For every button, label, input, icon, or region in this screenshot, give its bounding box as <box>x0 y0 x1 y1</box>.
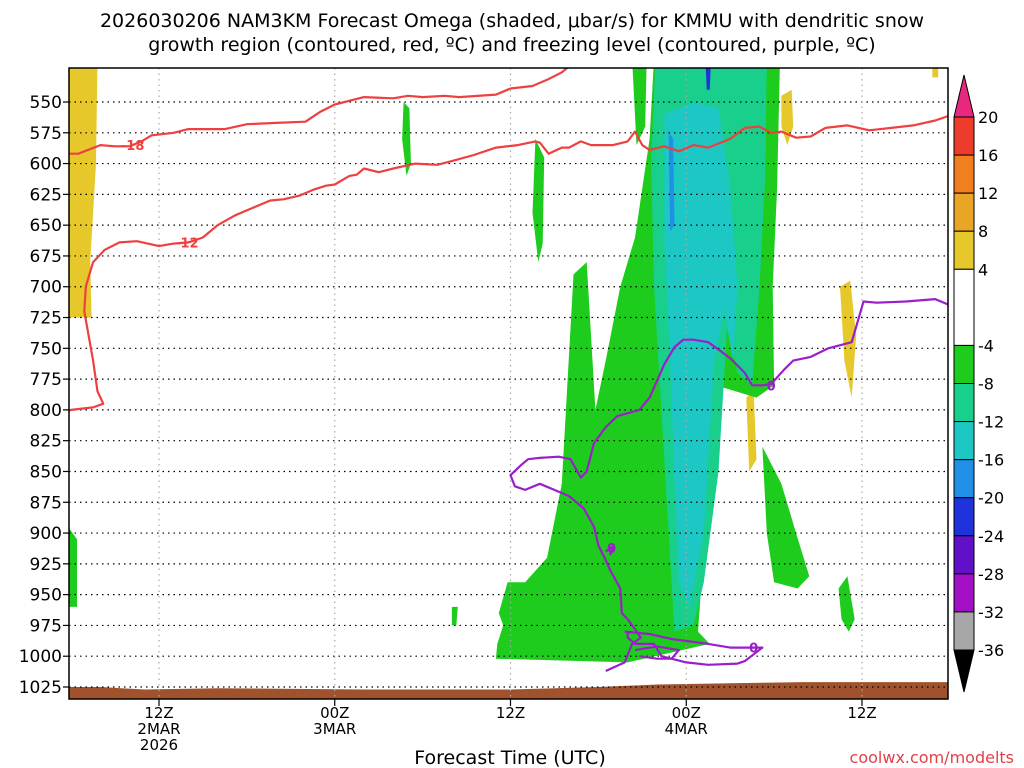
dgz-contour-label-0: -18 <box>121 139 145 154</box>
y-tick-label-16: 950 <box>30 586 62 606</box>
chart-title-line2: growth region (contoured, red, ºC) and f… <box>148 34 875 56</box>
y-tick-label-6: 700 <box>30 278 62 298</box>
omega-region-14 <box>503 606 555 659</box>
x-tick-label-0-1: 2MAR <box>137 720 180 738</box>
colorbar-label-0: 20 <box>978 108 998 127</box>
colorbar-label-6: -8 <box>978 375 994 394</box>
x-tick-label-0-0: 12Z <box>144 704 173 722</box>
omega-region-4 <box>932 68 939 78</box>
y-tick-label-12: 850 <box>30 462 62 482</box>
colorbar-bin-6 <box>953 344 975 384</box>
fzl-contour-label-0: 0 <box>767 379 776 394</box>
x-axis-label: Forecast Time (UTC) <box>414 747 605 768</box>
y-tick-label-14: 900 <box>30 524 62 544</box>
fzl-contour-label-2: 0 <box>749 642 758 657</box>
omega-region-2 <box>840 280 857 398</box>
chart-title-line1: 2026030206 NAM3KM Forecast Omega (shaded… <box>100 10 924 32</box>
omega-region-12 <box>451 606 458 626</box>
omega-region-16 <box>664 102 738 607</box>
y-tick-label-2: 600 <box>30 155 62 175</box>
dgz-contour-1 <box>69 114 948 412</box>
colorbar-label-13: -36 <box>978 641 1004 660</box>
fzl-contour-2 <box>624 630 764 666</box>
omega-region-13 <box>838 576 855 632</box>
omega-region-7 <box>402 102 411 176</box>
colorbar-label-12: -32 <box>978 603 1004 622</box>
omega-region-11 <box>762 446 810 589</box>
y-tick-label-11: 825 <box>30 432 62 452</box>
colorbar-bin-5 <box>953 268 975 346</box>
omega-region-0 <box>69 68 98 318</box>
colorbar-bin-9 <box>953 459 975 499</box>
y-tick-label-3: 625 <box>30 185 62 205</box>
grid <box>69 68 948 699</box>
terrain-surface <box>69 682 948 699</box>
y-tick-label-4: 650 <box>30 216 62 236</box>
colorbar-bin-11 <box>953 535 975 575</box>
colorbar-label-8: -16 <box>978 451 1004 470</box>
colorbar-label-7: -12 <box>978 413 1004 432</box>
y-tick-label-1: 575 <box>30 124 62 144</box>
omega-region-17 <box>668 132 675 232</box>
dgz-contour-0 <box>69 68 569 155</box>
colorbar-label-11: -28 <box>978 565 1004 584</box>
colorbar: 20 16 12 8 4 -4 -8 -12 -16 -20 -24 -28 -32 -36 <box>953 74 1004 693</box>
x-tick-label-3-0: 00Z <box>672 704 701 722</box>
y-tick-label-13: 875 <box>30 493 62 513</box>
colorbar-bin-3 <box>953 192 975 232</box>
y-tick-label-8: 750 <box>30 339 62 359</box>
colorbar-label-5: -4 <box>978 336 994 355</box>
colorbar-bin-2 <box>953 154 975 194</box>
colorbar-label-10: -24 <box>978 527 1004 546</box>
colorbar-label-1: 16 <box>978 146 998 165</box>
x-tick-label-0-2: 2026 <box>140 736 178 754</box>
plot-frame <box>68 67 949 700</box>
dgz-contour-label-1: -12 <box>175 236 199 251</box>
y-tick-label-5: 675 <box>30 247 62 267</box>
x-tick-label-1-0: 00Z <box>320 704 349 722</box>
x-tick-label-3-1: 4MAR <box>665 720 708 738</box>
colorbar-bin-8 <box>953 421 975 461</box>
colorbar-label-4: 4 <box>978 260 988 279</box>
y-axis: 550 575 600 625 650 675 700 725 750 775 800 825 850 8… <box>19 93 69 698</box>
x-tick-label-4-0: 12Z <box>847 704 876 722</box>
fzl-contour-label-1: 0 <box>607 542 616 557</box>
colorbar-bin-4 <box>953 230 975 270</box>
omega-region-8 <box>532 138 545 263</box>
y-tick-label-17: 975 <box>30 616 62 636</box>
omega-region-3 <box>746 391 757 472</box>
colorbar-arrow-up <box>953 74 975 118</box>
colorbar-label-3: 8 <box>978 222 988 241</box>
credit-text: coolwx.com/modelts <box>850 748 1014 767</box>
x-tick-label-1-1: 3MAR <box>313 720 356 738</box>
y-tick-label-19: 1025 <box>19 678 62 698</box>
omega-region-9 <box>632 68 647 146</box>
colorbar-arrow-down <box>953 649 975 693</box>
fzl-contour-1 <box>605 545 615 556</box>
y-tick-label-0: 550 <box>30 93 62 113</box>
colorbar-bin-7 <box>953 383 975 423</box>
omega-shading <box>69 68 939 663</box>
y-tick-label-9: 775 <box>30 370 62 390</box>
x-tick-label-2-0: 12Z <box>496 704 525 722</box>
fzl-contour-0 <box>509 298 948 673</box>
y-tick-label-7: 725 <box>30 309 62 329</box>
y-tick-label-18: 1000 <box>19 647 62 667</box>
y-tick-label-10: 800 <box>30 401 62 421</box>
y-tick-label-15: 925 <box>30 555 62 575</box>
fzl-contour-3 <box>634 645 681 660</box>
colorbar-bin-1 <box>953 116 975 156</box>
colorbar-bin-12 <box>953 573 975 613</box>
colorbar-bin-13 <box>953 611 975 651</box>
omega-region-1 <box>781 89 794 146</box>
omega-region-18 <box>705 68 711 90</box>
colorbar-label-9: -20 <box>978 489 1004 508</box>
omega-region-6 <box>69 528 77 607</box>
contour-lines: -18 -12 0 0 0 <box>69 68 948 673</box>
colorbar-bin-10 <box>953 497 975 537</box>
terrain-band <box>69 682 948 699</box>
colorbar-label-2: 12 <box>978 184 998 203</box>
